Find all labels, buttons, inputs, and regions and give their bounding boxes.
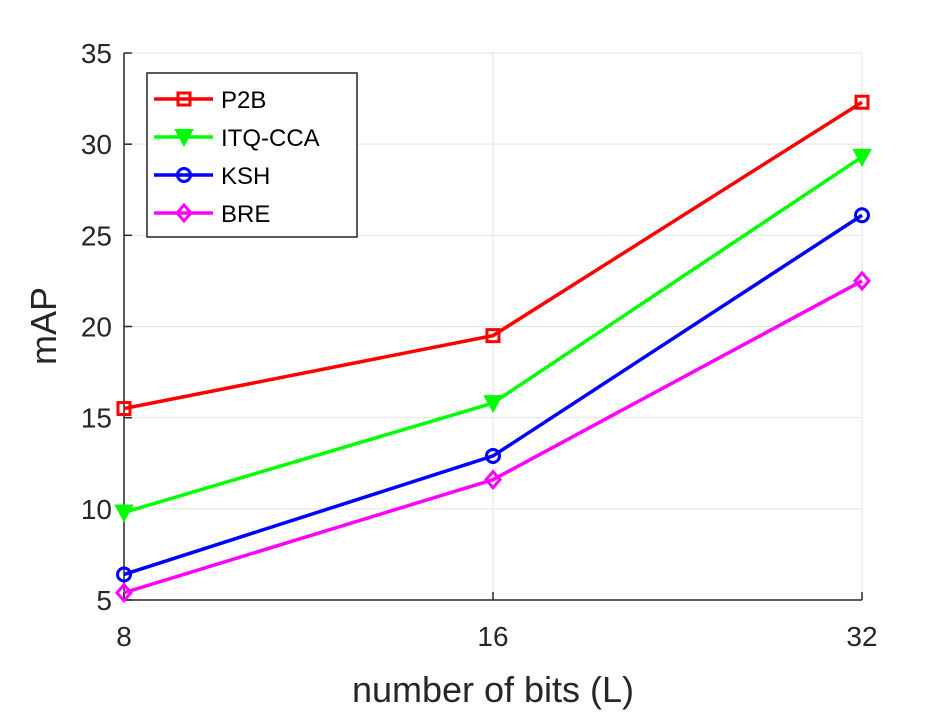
data-point-p2b	[854, 94, 870, 110]
data-point-ksh	[116, 566, 132, 583]
x-tick-label: 8	[116, 621, 132, 652]
data-point-ksh	[854, 207, 870, 224]
x-tick-label: 32	[846, 621, 877, 652]
y-tick-label: 15	[81, 403, 112, 434]
data-point-bre	[853, 270, 871, 292]
y-tick-label: 20	[81, 312, 112, 343]
series-line-bre	[123, 279, 863, 595]
data-point-p2b	[485, 328, 501, 344]
legend-marker-bre	[175, 202, 193, 224]
x-tick-label: 16	[477, 621, 508, 652]
y-tick-label: 30	[81, 129, 112, 160]
legend-label-p2b: P2B	[221, 87, 266, 114]
series-line-ksh	[123, 213, 863, 577]
data-point-itq-cca	[483, 395, 503, 414]
legend-marker-itq-cca	[174, 129, 194, 148]
legend-label-itq-cca: ITQ-CCA	[221, 125, 320, 152]
data-point-itq-cca	[852, 148, 872, 168]
data-point-p2b	[116, 401, 132, 417]
data-point-itq-cca	[114, 504, 134, 523]
legend-marker-ksh	[176, 167, 192, 183]
series-group	[114, 94, 872, 603]
legend-label-ksh: KSH	[221, 163, 270, 190]
data-point-ksh	[485, 447, 501, 464]
tick-labels: 5 10 15 20 25 30 35 8 16 32	[81, 38, 878, 652]
y-tick-label: 35	[81, 38, 112, 69]
legend: P2B ITQ-CCA KSH BRE	[146, 72, 358, 238]
y-tick-label: 25	[81, 220, 112, 251]
data-point-bre	[484, 469, 502, 490]
y-axis-label: mAP	[23, 287, 64, 365]
series-line-p2b	[123, 100, 863, 411]
legend-marker-p2b	[176, 91, 192, 107]
legend-label-bre: BRE	[221, 201, 270, 228]
x-axis-label: number of bits (L)	[352, 669, 634, 710]
y-tick-label: 5	[96, 585, 112, 616]
data-point-bre	[115, 582, 133, 603]
y-tick-label: 10	[81, 494, 112, 525]
